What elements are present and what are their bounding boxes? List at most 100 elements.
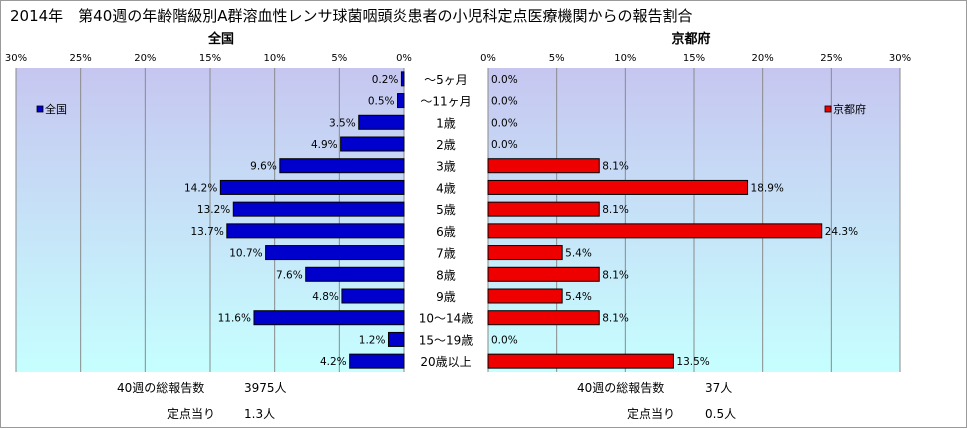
kyoto-x-ticks: 0% 5% 10% 15% 20% 25% 30% — [480, 53, 911, 64]
national-x-tick-label: 0% — [396, 53, 412, 64]
kyoto-data-label: 0.0% — [491, 117, 518, 129]
kyoto-data-label: 8.1% — [602, 269, 629, 281]
national-data-label: 0.5% — [368, 96, 395, 108]
kyoto-total-value: 37人 — [705, 381, 732, 395]
kyoto-x-tick-label: 0% — [480, 53, 496, 64]
kyoto-data-label: 8.1% — [602, 204, 629, 216]
kyoto-data-label: 0.0% — [491, 74, 518, 86]
kyoto-data-label: 13.5% — [676, 356, 709, 368]
national-bar — [305, 266, 405, 282]
national-data-label: 13.2% — [197, 204, 230, 216]
kyoto-bar — [487, 266, 600, 282]
national-data-label: 9.6% — [250, 161, 277, 173]
kyoto-per-label: 定点当り — [627, 406, 675, 421]
national-data-label: 4.8% — [312, 291, 339, 303]
national-bar — [253, 310, 405, 326]
national-bar — [340, 136, 405, 152]
national-bar — [219, 179, 405, 195]
kyoto-data-label: 5.4% — [565, 291, 592, 303]
kyoto-data-label: 0.0% — [491, 139, 518, 151]
category-label: 8歳 — [436, 268, 456, 282]
national-x-tick-label: 20% — [134, 53, 156, 64]
national-per-value: 1.3人 — [244, 407, 275, 421]
kyoto-data-label: 0.0% — [491, 334, 518, 346]
national-x-tick-label: 25% — [70, 53, 92, 64]
national-data-label: 0.2% — [372, 74, 399, 86]
kyoto-x-tick-label: 5% — [549, 53, 565, 64]
kyoto-bar — [487, 245, 563, 261]
national-data-label: 3.5% — [329, 117, 356, 129]
national-x-tick-label: 5% — [331, 53, 347, 64]
kyoto-bar — [487, 288, 563, 304]
national-summary: 40週の総報告数 3975人 定点当り 1.3人 — [117, 380, 287, 421]
kyoto-total-label: 40週の総報告数 — [577, 380, 664, 395]
kyoto-x-tick-label: 30% — [889, 53, 911, 64]
category-label: 20歳以上 — [420, 355, 471, 369]
kyoto-bar — [487, 179, 749, 195]
national-legend-swatch — [36, 105, 44, 113]
national-bar — [349, 353, 405, 369]
kyoto-data-labels: 0.0% 0.0% 0.0% 0.0% 8.1% 18.9% 8.1% 24.3% 5.4% 8.… — [491, 74, 858, 368]
national-bar — [341, 288, 405, 304]
category-label: 1歳 — [436, 116, 456, 130]
kyoto-bar — [487, 353, 674, 369]
national-bar — [400, 71, 405, 87]
national-x-tick-label: 10% — [264, 53, 286, 64]
kyoto-bars — [487, 158, 823, 369]
kyoto-summary: 40週の総報告数 37人 定点当り 0.5人 — [577, 380, 736, 421]
chart-title: 2014年 第40週の年齢階級別A群溶血性レンサ球菌咽頭炎患者の小児科定点医療機… — [10, 7, 693, 25]
national-data-label: 11.6% — [218, 313, 251, 325]
national-total-label: 40週の総報告数 — [117, 380, 204, 395]
kyoto-x-tick-label: 25% — [820, 53, 842, 64]
national-bars — [219, 71, 405, 369]
category-labels: ～5ヶ月 ～11ヶ月 1歳 2歳 3歳 4歳 5歳 6歳 7歳 8歳 9歳 10～14歳 15～19歳 2… — [419, 73, 474, 369]
kyoto-data-label: 5.4% — [565, 248, 592, 260]
national-data-label: 4.2% — [320, 356, 347, 368]
category-label: 6歳 — [436, 225, 456, 239]
national-per-label: 定点当り — [167, 406, 215, 421]
category-label: 7歳 — [436, 247, 456, 261]
kyoto-legend-label: 京都府 — [833, 102, 866, 116]
kyoto-panel-title: 京都府 — [671, 31, 710, 47]
kyoto-data-label: 8.1% — [602, 161, 629, 173]
kyoto-legend-swatch — [824, 105, 832, 113]
national-data-label: 14.2% — [184, 182, 217, 194]
national-bar — [232, 201, 405, 217]
category-label: 9歳 — [436, 290, 456, 304]
kyoto-x-tick-label: 15% — [683, 53, 705, 64]
national-data-label: 4.9% — [311, 139, 338, 151]
kyoto-bar — [487, 310, 600, 326]
category-label: 4歳 — [436, 181, 456, 195]
category-label: 10～14歳 — [419, 312, 474, 326]
national-bar — [226, 223, 405, 239]
national-bar — [387, 331, 405, 347]
kyoto-per-value: 0.5人 — [705, 407, 736, 421]
kyoto-data-label: 24.3% — [825, 226, 858, 238]
kyoto-legend: 京都府 — [824, 102, 866, 116]
national-data-label: 10.7% — [229, 248, 262, 260]
kyoto-data-label: 18.9% — [751, 182, 784, 194]
kyoto-bar — [487, 201, 600, 217]
national-panel-title: 全国 — [207, 31, 234, 47]
national-data-label: 1.2% — [359, 334, 386, 346]
national-x-tick-label: 30% — [5, 53, 27, 64]
category-label: 3歳 — [436, 160, 456, 174]
national-bar — [279, 158, 405, 174]
category-label: 2歳 — [436, 138, 456, 152]
national-x-tick-label: 15% — [199, 53, 221, 64]
national-bar — [358, 114, 405, 130]
national-x-ticks: 30% 25% 20% 15% 10% 5% 0% — [5, 53, 412, 64]
national-bar — [397, 93, 405, 109]
kyoto-data-label: 0.0% — [491, 96, 518, 108]
category-label: ～5ヶ月 — [424, 73, 468, 87]
national-data-label: 7.6% — [276, 269, 303, 281]
national-legend: 全国 — [36, 102, 67, 116]
category-label: ～11ヶ月 — [420, 95, 471, 109]
kyoto-x-tick-label: 10% — [614, 53, 636, 64]
national-legend-label: 全国 — [45, 102, 67, 116]
category-label: 5歳 — [436, 203, 456, 217]
kyoto-data-label: 8.1% — [602, 313, 629, 325]
national-data-label: 13.7% — [190, 226, 223, 238]
